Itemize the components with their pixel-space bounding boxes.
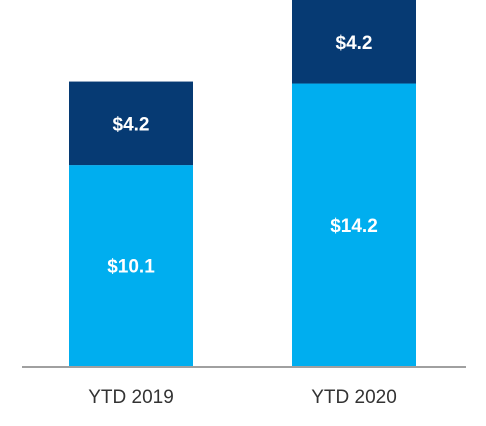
bar-segment-1-2 xyxy=(292,83,416,366)
labels-layer: $10.1 $4.2 YTD 2019 $14.2 $4.2 YTD 2020 xyxy=(88,33,397,408)
category-label-1: YTD 2019 xyxy=(88,387,174,408)
bar-segment-2-2 xyxy=(292,0,416,84)
data-label-1-1: $10.1 xyxy=(107,257,155,278)
bars-layer xyxy=(69,0,416,366)
category-label-2: YTD 2020 xyxy=(311,387,397,408)
data-label-2-1: $4.2 xyxy=(113,114,150,135)
data-label-2-2: $4.2 xyxy=(336,33,373,54)
data-label-1-2: $14.2 xyxy=(330,216,378,237)
bar-segment-2-1 xyxy=(69,81,193,166)
bar-segment-1-1 xyxy=(69,165,193,366)
